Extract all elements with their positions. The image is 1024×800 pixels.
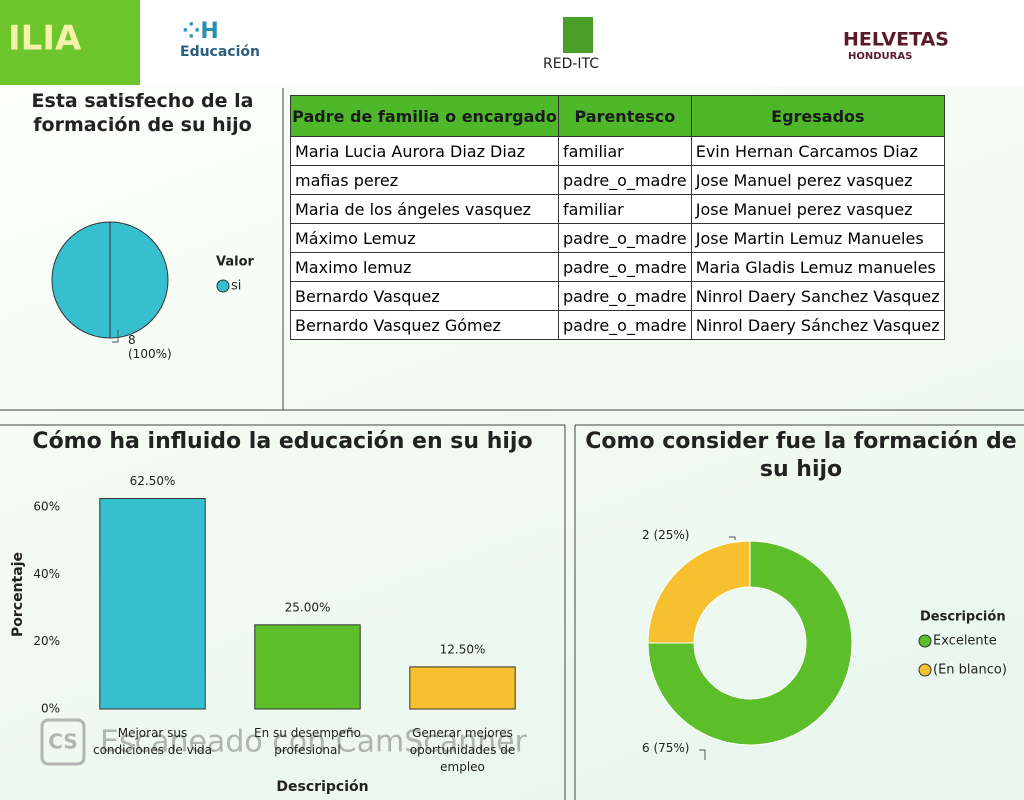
watermark-icon: CS xyxy=(48,730,77,754)
table-cell: Maria de los ángeles vasquez xyxy=(290,194,559,224)
table-row: Maria Lucia Aurora Diaz Diaz familiar Evin… xyxy=(290,136,946,166)
column-header: Egresados xyxy=(690,95,946,137)
table-cell: Evin Hernan Carcamos Diaz xyxy=(690,136,946,166)
table-cell: padre_o_madre xyxy=(557,310,692,340)
table-cell: Máximo Lemuz xyxy=(290,223,559,253)
logo-text: HELVETAS xyxy=(843,29,949,51)
bar xyxy=(409,666,516,710)
x-tick-label: Mejorar sus condiciones de vida xyxy=(92,726,213,757)
logo-text: RED-ITC xyxy=(543,56,599,72)
table-row: Maria de los ángeles vasquez familiar Jose… xyxy=(290,194,946,224)
table-cell: Bernardo Vasquez xyxy=(290,281,559,311)
leader-line xyxy=(729,536,736,540)
legend-marker xyxy=(918,634,932,648)
x-tick-label: Generar mejores oportunidades de empleo xyxy=(409,726,516,774)
y-axis-label: Porcentaje xyxy=(10,552,26,637)
table-cell: padre_o_madre xyxy=(557,223,692,253)
table-cell: familiar xyxy=(557,194,692,224)
bar xyxy=(99,498,206,710)
slice xyxy=(51,221,169,339)
watermark-text: Escaneado con CamScanner xyxy=(100,725,528,760)
y-tick-label: 0% xyxy=(41,702,60,716)
x-tick-label: En su desempeño profesional xyxy=(254,726,361,757)
table-row: mafias perez padre_o_madre Jose Manuel per… xyxy=(290,165,946,195)
legend-title: Descripción xyxy=(920,610,1006,625)
table-cell: padre_o_madre xyxy=(557,252,692,282)
legend-marker xyxy=(216,279,230,293)
data-table: Padre de familia o encargado Parentesco Eg… xyxy=(290,95,946,340)
logo-icon: ⁘H xyxy=(182,19,219,44)
x-axis-label: Descripción xyxy=(276,779,368,795)
table-cell: Maria Gladis Lemuz manueles xyxy=(690,252,946,282)
legend-label: si xyxy=(231,279,241,294)
header-title: ILIA xyxy=(8,19,82,59)
table-cell: Jose Manuel perez vasquez xyxy=(690,194,946,224)
table-cell: Ninrol Daery Sánchez Vasquez xyxy=(690,310,946,340)
table-cell: mafias perez xyxy=(290,165,559,195)
slice xyxy=(647,540,853,746)
table-row: Bernardo Vasquez padre_o_madre Ninrol Daer… xyxy=(290,281,946,311)
data-label: 25.00% xyxy=(285,600,331,614)
legend-marker xyxy=(918,663,932,677)
logo-mark xyxy=(563,17,593,53)
table-cell: Maximo lemuz xyxy=(290,252,559,282)
y-tick-label: 20% xyxy=(33,634,60,648)
logo-text: HONDURAS xyxy=(848,51,912,62)
table-header-row: Padre de familia o encargado Parentesco Eg… xyxy=(290,95,946,137)
leader-line xyxy=(112,330,119,343)
table-cell: Bernardo Vasquez Gómez xyxy=(290,310,559,340)
y-tick-label: 40% xyxy=(33,567,60,581)
legend-label: Excelente xyxy=(933,634,997,649)
chart-title: Cómo ha influido la educación en su hijo xyxy=(32,429,533,454)
legend-title: Valor xyxy=(216,255,255,270)
table-row: Maximo lemuz padre_o_madre Maria Gladis Le… xyxy=(290,252,946,282)
table-cell: Maria Lucia Aurora Diaz Diaz xyxy=(290,136,559,166)
chart-title: Como consider fue la formación de su hij… xyxy=(585,429,1017,482)
data-label: 6 (75%) xyxy=(642,741,690,755)
column-header: Padre de familia o encargado xyxy=(290,95,559,137)
bar xyxy=(254,624,361,710)
y-tick-label: 60% xyxy=(33,499,60,513)
slice xyxy=(647,540,751,644)
table-cell: Ninrol Daery Sanchez Vasquez xyxy=(690,281,946,311)
logo-text: Educación xyxy=(180,44,260,60)
data-label: 8 (100%) xyxy=(128,333,172,361)
table-row: Bernardo Vasquez Gómez padre_o_madre Ninro… xyxy=(290,310,946,340)
leader-line xyxy=(699,749,706,760)
table-cell: padre_o_madre xyxy=(557,165,692,195)
table-cell: Jose Manuel perez vasquez xyxy=(690,165,946,195)
table-cell: familiar xyxy=(557,136,692,166)
header-band xyxy=(0,0,1024,86)
column-header: Parentesco xyxy=(557,95,692,137)
watermark-icon-box xyxy=(40,718,86,766)
header-green-block xyxy=(0,0,140,85)
legend-label: (En blanco) xyxy=(933,663,1007,678)
data-label: 12.50% xyxy=(440,642,486,656)
data-label: 2 (25%) xyxy=(642,528,690,542)
table-row: Máximo Lemuz padre_o_madre Jose Martin Lem… xyxy=(290,223,946,253)
table-cell: Jose Martin Lemuz Manueles xyxy=(690,223,946,253)
data-label: 62.50% xyxy=(130,474,176,488)
chart-title: Esta satisfecho de la formación de su hi… xyxy=(31,90,254,136)
table-cell: padre_o_madre xyxy=(557,281,692,311)
